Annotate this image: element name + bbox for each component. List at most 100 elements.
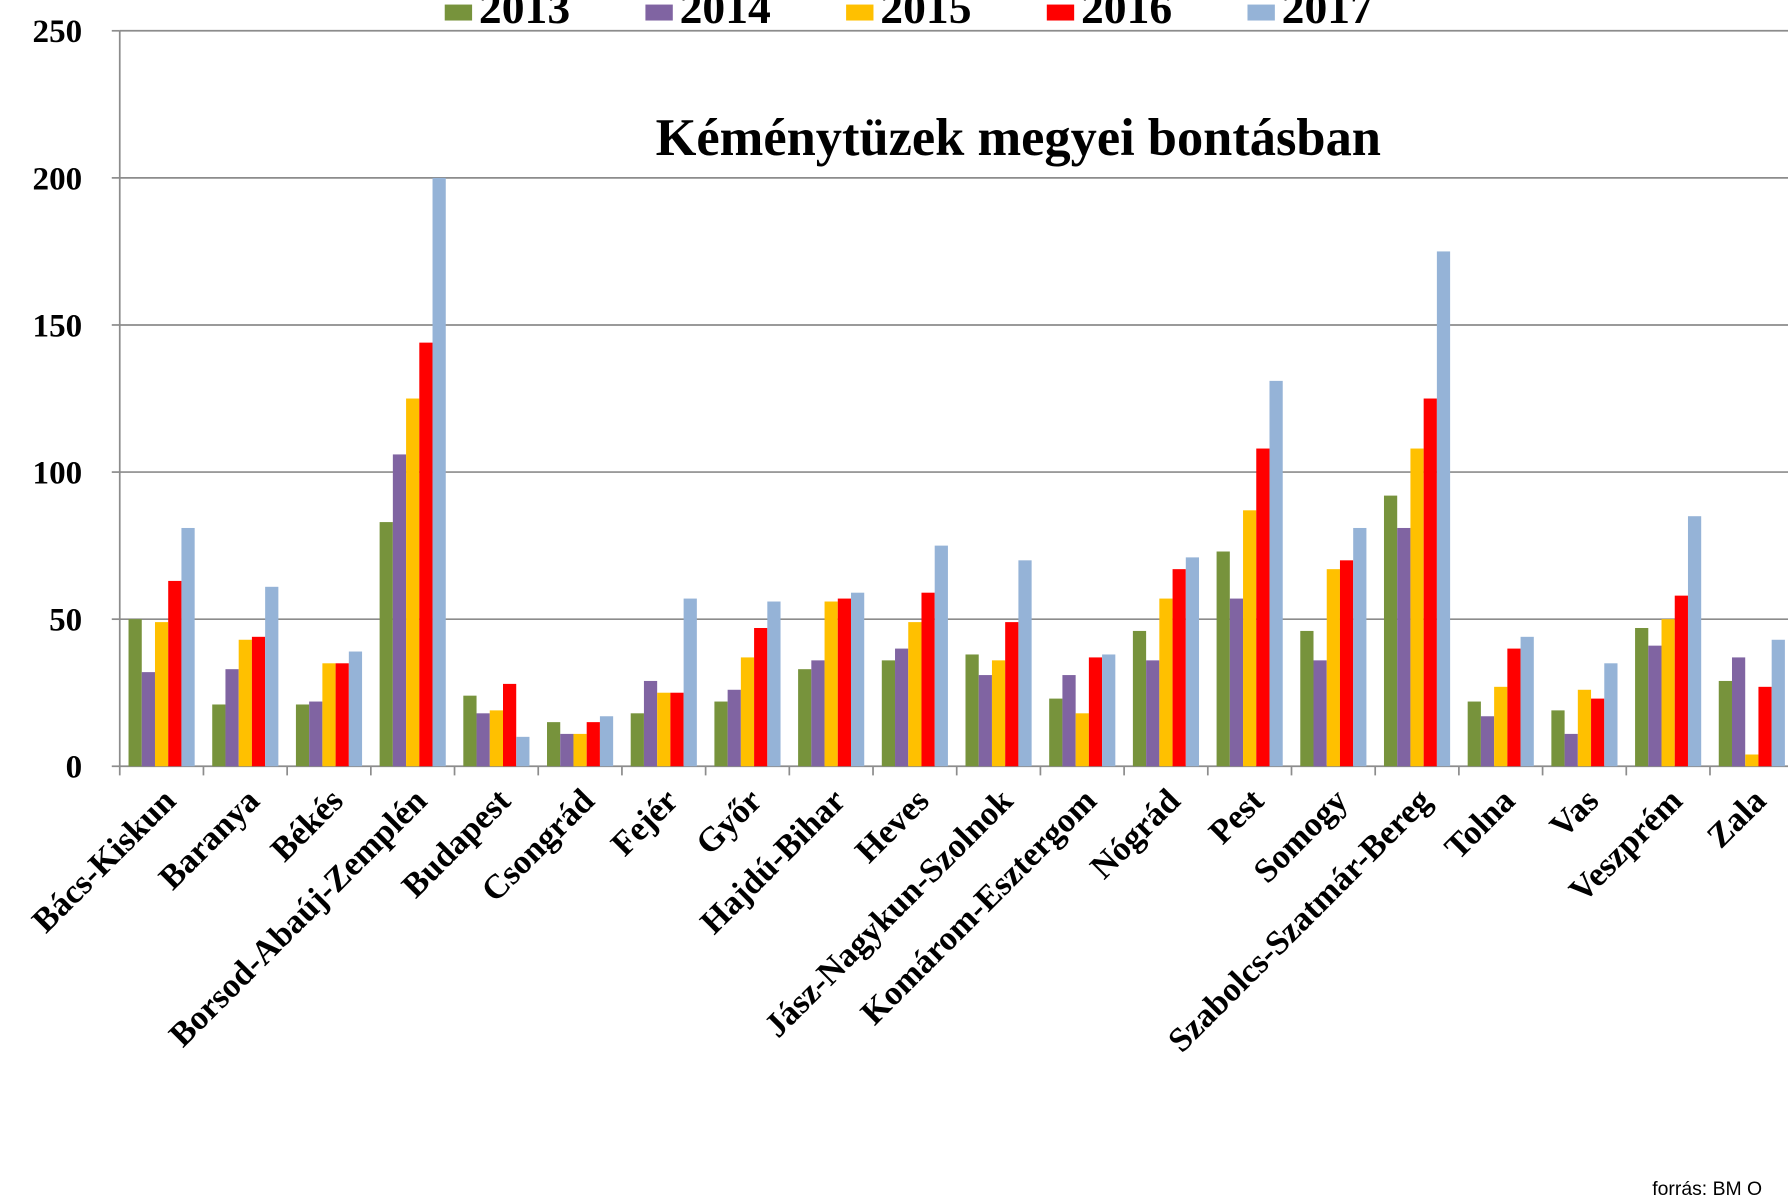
bar: [141, 672, 155, 767]
bar: [837, 598, 852, 767]
bar: [1229, 598, 1244, 767]
bar: [1551, 710, 1565, 767]
y-tick-label: 200: [33, 161, 83, 197]
bar: [657, 692, 671, 767]
bar: [392, 454, 407, 767]
bar: [811, 660, 825, 767]
bar: [476, 713, 490, 767]
bar: [1256, 448, 1270, 767]
bar: [643, 680, 658, 767]
bar: [1313, 660, 1327, 767]
legend-swatch: [645, 4, 673, 21]
bar: [991, 660, 1006, 767]
bar: [767, 601, 781, 767]
bar: [419, 342, 433, 767]
legend-swatch: [1046, 4, 1075, 21]
bar: [516, 736, 530, 767]
y-tick-label: 100: [33, 455, 83, 491]
bar: [1604, 663, 1618, 767]
bar: [168, 580, 182, 767]
bar: [1591, 698, 1605, 767]
bar: [586, 722, 600, 767]
bar: [851, 592, 865, 767]
bar: [1102, 654, 1116, 767]
bar: [1159, 598, 1173, 767]
bar: [1049, 698, 1063, 767]
bar: [1436, 251, 1451, 767]
bar: [881, 660, 896, 767]
bar: [212, 704, 226, 767]
bar: [181, 527, 195, 767]
bar: [1397, 527, 1411, 767]
bar: [1018, 560, 1032, 767]
bar: [154, 622, 169, 767]
bar: [489, 710, 503, 767]
bar: [1564, 733, 1578, 767]
bar: [965, 654, 979, 767]
bar: [908, 622, 922, 767]
legend-swatch: [1247, 4, 1275, 21]
legend-label: 2017: [1282, 0, 1373, 33]
bar: [309, 701, 323, 767]
bar: [1480, 716, 1495, 767]
bar: [1507, 648, 1521, 767]
bar: [1661, 619, 1675, 767]
bar: [1687, 516, 1702, 767]
bar: [573, 733, 587, 767]
bar: [432, 177, 446, 767]
bar: [683, 598, 697, 767]
bar: [1648, 645, 1662, 767]
bar: [502, 683, 517, 767]
bar: [335, 663, 349, 767]
y-tick-label: 50: [49, 603, 82, 639]
bar: [560, 733, 574, 767]
bar: [1745, 754, 1759, 767]
bar: [1494, 686, 1508, 767]
x-tick-label: Vas: [1543, 782, 1606, 845]
legend-label: 2016: [1081, 0, 1172, 33]
bar: [1520, 636, 1534, 767]
bar: [824, 601, 838, 767]
y-tick-label: 0: [66, 750, 83, 786]
bar: [128, 619, 142, 767]
bar: [225, 669, 239, 767]
y-tick-label: 150: [33, 308, 83, 344]
bar: [1423, 398, 1437, 767]
bar: [295, 704, 310, 767]
bar: [1062, 675, 1076, 767]
y-tick-label: 250: [33, 14, 83, 50]
x-tick-label: Bács-Kiskun: [25, 782, 183, 940]
bar: [1577, 689, 1592, 767]
bar: [1075, 713, 1089, 767]
bar: [238, 639, 252, 767]
bar: [406, 398, 420, 767]
bar: [1132, 630, 1147, 767]
legend-label: 2013: [479, 0, 570, 33]
bar: [599, 716, 614, 767]
bar: [322, 663, 336, 767]
bar: [1467, 701, 1481, 767]
bar: [1326, 569, 1340, 767]
bar: [798, 669, 812, 767]
bar: [740, 657, 755, 767]
x-tick-label: Zala: [1700, 782, 1773, 855]
bar: [1758, 686, 1772, 767]
bar: [895, 648, 909, 767]
bar: [630, 713, 644, 767]
x-tick-label: Nógrád: [1084, 782, 1188, 886]
bar: [727, 689, 741, 767]
bar: [670, 692, 684, 767]
bar: [265, 586, 279, 767]
source-note: forrás: BM O: [1652, 1178, 1762, 1199]
bar: [547, 722, 561, 767]
bar: [754, 627, 768, 767]
bar: [1674, 595, 1688, 767]
chart-title: Kéménytüzek megyei bontásban: [656, 109, 1381, 167]
bar: [1410, 448, 1424, 767]
bar: [1243, 510, 1257, 767]
bar: [1146, 660, 1160, 767]
x-tick-label: Tolna: [1438, 782, 1522, 866]
legend-swatch: [444, 4, 473, 21]
bar: [379, 522, 393, 767]
